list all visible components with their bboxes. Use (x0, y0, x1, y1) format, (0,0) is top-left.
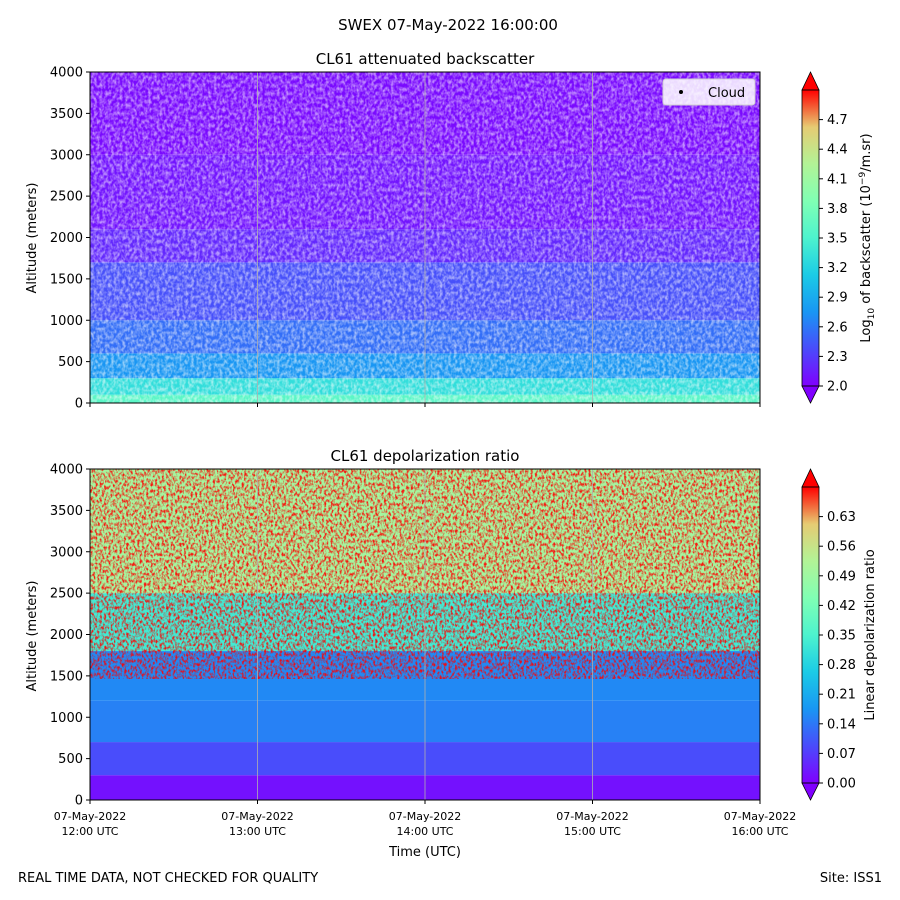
colorbar-tick-label: 0.28 (827, 658, 856, 673)
x-tick-label-date: 07-May-2022 (389, 810, 461, 823)
depolarization-colorbar-bar (802, 487, 819, 783)
cloud-legend: Cloud (662, 78, 756, 106)
depolarization-y-ticks: 0 500 1000 1500 2000 2500 3000 3500 4000 (50, 463, 90, 809)
colorbar-tick-label: 0.56 (827, 540, 856, 555)
backscatter-x-ticks (89, 403, 761, 407)
y-tick-label: 3500 (50, 504, 83, 519)
backscatter-colorbar-extend-max (801, 71, 820, 91)
x-tick-label-time: 12:00 UTC (61, 825, 118, 838)
cbar-label-sub: 10 (867, 308, 877, 320)
colorbar-tick-label: 0.42 (827, 599, 856, 614)
y-tick-label: 3500 (50, 107, 83, 122)
x-tick-label-date: 07-May-2022 (556, 810, 628, 823)
y-tick-label: 2000 (50, 231, 83, 246)
y-tick-label: 4000 (50, 66, 83, 81)
depolarization-colorbar-extend-max (801, 468, 820, 488)
cloud-legend-label: Cloud (708, 86, 745, 101)
cbar-label-pre: Log (859, 319, 874, 342)
backscatter-ylabel: Altitude (meters) (25, 183, 40, 294)
site-label: Site: ISS1 (820, 871, 882, 886)
figure-suptitle: SWEX 07-May-2022 16:00:00 (338, 16, 558, 34)
colorbar-tick-label: 3.2 (827, 261, 848, 276)
colorbar-tick-label: 0.49 (827, 569, 856, 584)
colorbar-tick-label: 0.14 (827, 717, 856, 732)
y-tick-label: 2500 (50, 587, 83, 602)
depolarization-panel: CL61 depolarization ratio 0 500 1000 1500 20… (25, 447, 878, 860)
y-tick-label: 3000 (50, 545, 83, 560)
backscatter-colorbar-bar (802, 90, 819, 386)
backscatter-colorbar-label: Log10 of backscatter (10−9/m.sr) (858, 133, 877, 342)
y-tick-label: 4000 (50, 463, 83, 478)
colorbar-tick-label: 0.35 (827, 629, 856, 644)
backscatter-vertical-gridlines (257, 72, 593, 403)
y-tick-label: 500 (58, 752, 83, 767)
depolarization-xlabel: Time (UTC) (388, 845, 461, 860)
backscatter-y-ticks: 0 500 1000 1500 2000 2500 3000 3500 4000 (50, 66, 90, 412)
cbar-label-post: /m.sr) (859, 133, 874, 171)
cbar-label-mid: of backscatter (10 (859, 185, 874, 308)
y-tick-label: 1500 (50, 272, 83, 287)
depolarization-ylabel: Altitude (meters) (25, 581, 40, 692)
y-tick-label: 2000 (50, 628, 83, 643)
colorbar-tick-label: 0.07 (827, 747, 856, 762)
depolarization-vertical-gridlines (257, 469, 593, 800)
y-tick-label: 2500 (50, 190, 83, 205)
colorbar-tick-label: 4.1 (827, 172, 848, 187)
y-tick-label: 3000 (50, 148, 83, 163)
colorbar-tick-label: 2.9 (827, 291, 848, 306)
depolarization-colorbar: 0.00 0.07 0.14 0.21 0.28 0.35 0.42 0.49 0.56 0.63… (801, 468, 878, 801)
colorbar-tick-label: 3.5 (827, 232, 848, 247)
quality-disclaimer: REAL TIME DATA, NOT CHECKED FOR QUALITY (18, 871, 318, 886)
colorbar-tick-label: 0.00 (827, 777, 856, 792)
backscatter-colorbar-extend-min (801, 385, 820, 404)
cloud-marker-icon (679, 90, 683, 94)
depolarization-colorbar-extend-min (801, 782, 820, 801)
x-tick-label-time: 16:00 UTC (731, 825, 788, 838)
colorbar-tick-label: 0.21 (827, 688, 856, 703)
y-tick-label: 1500 (50, 669, 83, 684)
x-tick-label-date: 07-May-2022 (221, 810, 293, 823)
colorbar-tick-label: 2.0 (827, 380, 848, 395)
backscatter-colorbar: 2.0 2.3 2.6 2.9 3.2 3.5 3.8 4.1 4.4 4.7 Log10 of … (801, 71, 877, 404)
backscatter-panel: CL61 attenuated backscatter 0 500 1000 1500… (25, 50, 877, 412)
depolarization-colorbar-ticks: 0.00 0.07 0.14 0.21 0.28 0.35 0.42 0.49 0.56 0.63 (819, 510, 856, 792)
colorbar-tick-label: 2.3 (827, 350, 848, 365)
x-tick-label-date: 07-May-2022 (724, 810, 796, 823)
depolarization-x-ticks: 07-May-2022 12:00 UTC 07-May-2022 13:00 UTC… (54, 800, 796, 838)
x-tick-label-time: 13:00 UTC (229, 825, 286, 838)
cbar-label-sup: −9 (858, 172, 868, 186)
y-tick-label: 0 (75, 794, 83, 809)
x-tick-label-date: 07-May-2022 (54, 810, 126, 823)
x-tick-label-time: 14:00 UTC (396, 825, 453, 838)
y-tick-label: 1000 (50, 314, 83, 329)
colorbar-tick-label: 4.4 (827, 143, 848, 158)
y-tick-label: 0 (75, 397, 83, 412)
colorbar-tick-label: 0.63 (827, 510, 856, 525)
depolarization-colorbar-label: Linear depolarization ratio (863, 549, 878, 720)
depolarization-title: CL61 depolarization ratio (331, 447, 520, 465)
y-tick-label: 1000 (50, 711, 83, 726)
colorbar-tick-label: 3.8 (827, 202, 848, 217)
backscatter-colorbar-ticks: 2.0 2.3 2.6 2.9 3.2 3.5 3.8 4.1 4.4 4.7 (819, 113, 848, 395)
x-tick-label-time: 15:00 UTC (564, 825, 621, 838)
colorbar-tick-label: 4.7 (827, 113, 848, 128)
colorbar-tick-label: 2.6 (827, 320, 848, 335)
backscatter-title: CL61 attenuated backscatter (316, 50, 535, 68)
y-tick-label: 500 (58, 355, 83, 370)
